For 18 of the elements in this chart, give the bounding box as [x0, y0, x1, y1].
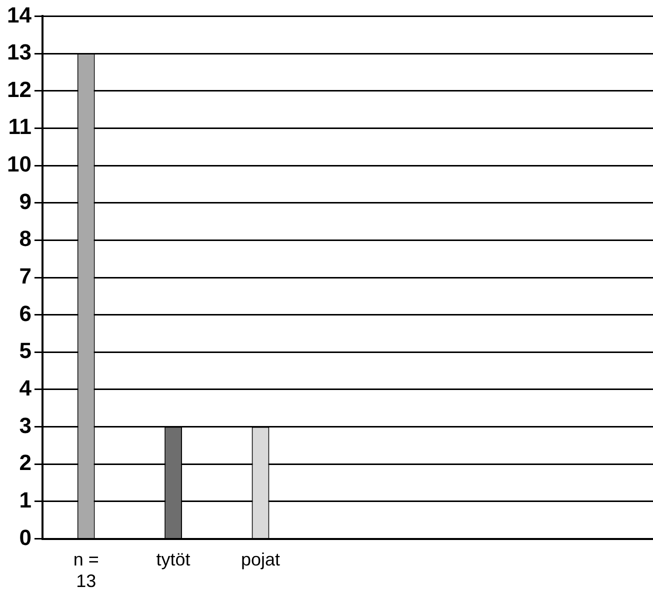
y-tick-label: 3 [19, 412, 32, 438]
x-tick-label: tytöt [156, 550, 190, 570]
y-tick-label: 8 [19, 226, 32, 252]
x-tick-label: pojat [240, 550, 280, 570]
y-tick-label: 2 [19, 450, 32, 476]
y-tick-label: 7 [19, 264, 32, 289]
y-tick-label: 0 [19, 524, 32, 550]
y-tick-label: 4 [19, 376, 32, 401]
x-tick-label: n = 13 [73, 550, 99, 592]
y-tick-label: 10 [6, 152, 32, 177]
y-tick-label: 14 [6, 2, 32, 28]
y-tick-label: 9 [19, 188, 32, 214]
y-tick-label: 13 [6, 40, 32, 65]
y-tick-label: 6 [19, 300, 32, 326]
y-tick-label: 5 [19, 338, 32, 364]
y-tick-label: 12 [6, 76, 32, 102]
y-tick-label: 1 [19, 488, 32, 513]
y-tick-label: 11 [8, 114, 32, 140]
